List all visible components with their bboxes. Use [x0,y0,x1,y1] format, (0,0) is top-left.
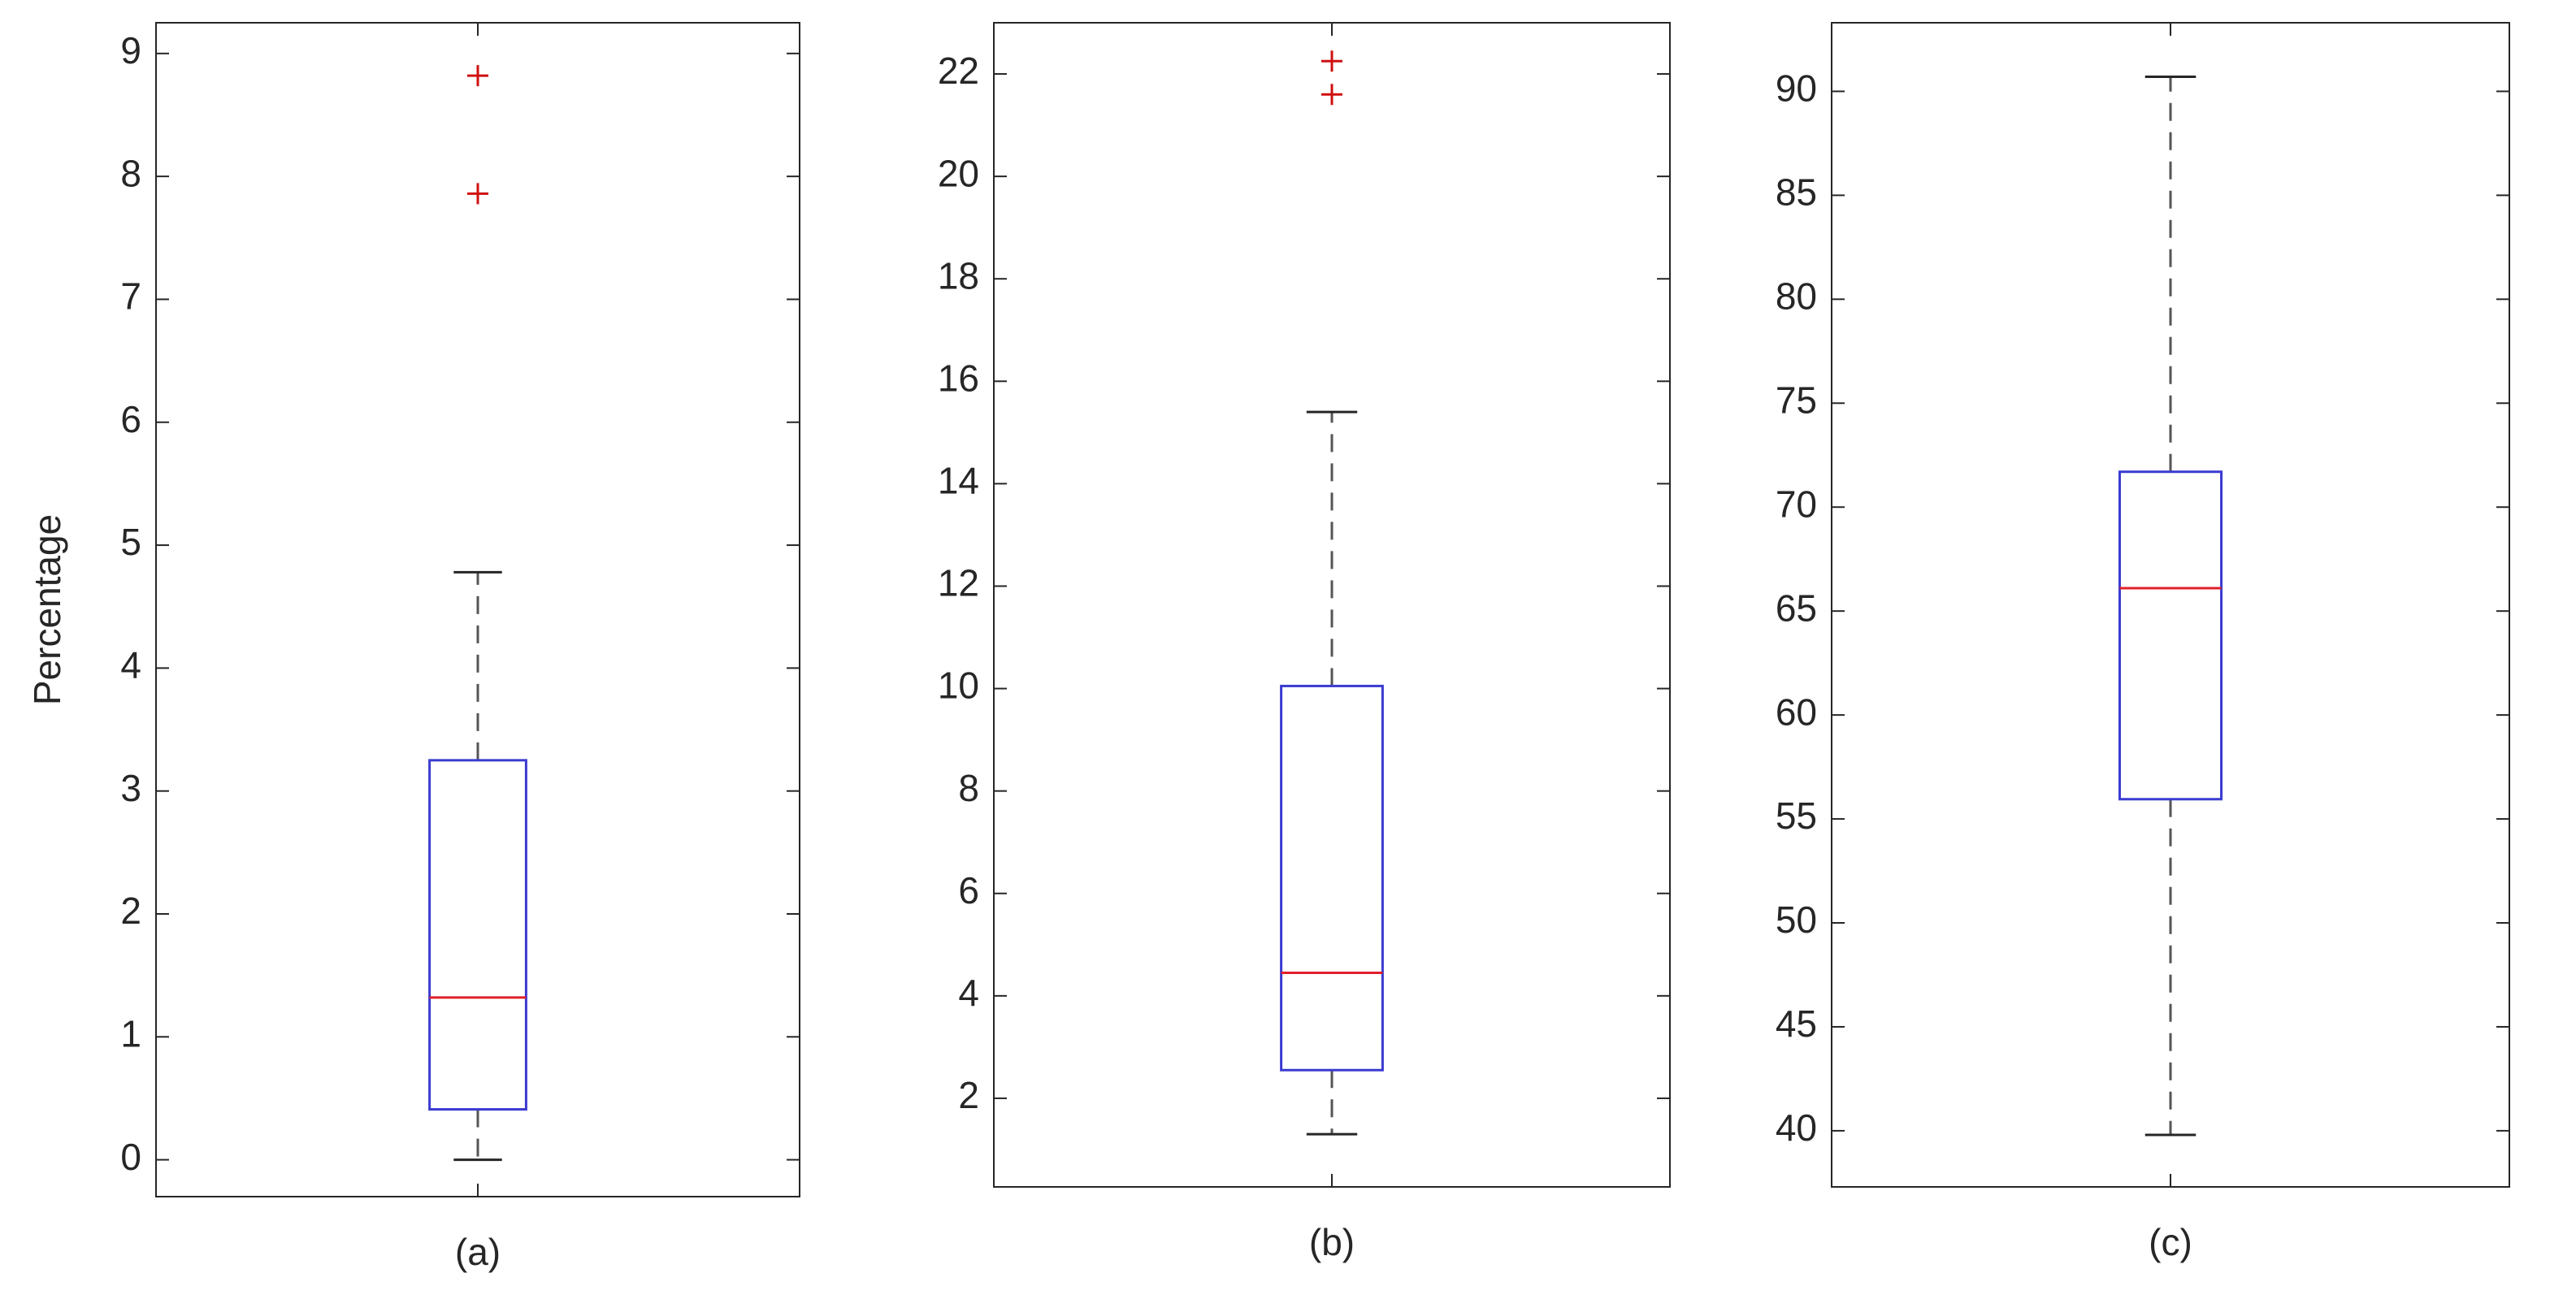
x-tick-label: (c) [2149,1221,2192,1263]
y-tick-label: 4 [958,972,979,1014]
y-tick-label: 4 [120,644,141,686]
y-tick-label: 1 [120,1012,141,1054]
y-tick-label: 18 [938,254,979,297]
outlier [1321,84,1342,106]
y-tick-label: 6 [120,398,141,440]
y-tick-label: 7 [120,275,141,318]
y-tick-label: 85 [1776,171,1817,214]
y-tick-label: 12 [938,562,979,604]
box [2118,470,2223,801]
y-tick-label: 60 [1776,691,1817,733]
box [1280,684,1384,1072]
y-tick-label: 2 [958,1074,979,1116]
y-tick-label: 14 [938,460,979,502]
outlier [1321,50,1342,72]
y-tick-label: 0 [120,1136,141,1178]
y-tick-label: 2 [120,890,141,932]
y-tick-label: 5 [120,521,141,563]
y-tick-label: 9 [120,29,141,71]
y-tick-label: 3 [120,767,141,809]
y-tick-label: 50 [1776,898,1817,941]
x-tick-label: (a) [455,1231,501,1273]
y-tick-label: 6 [958,869,979,911]
y-tick-label: 65 [1776,587,1817,629]
y-tick-label: 20 [938,152,979,194]
y-tick-label: 90 [1776,67,1817,110]
box [428,759,527,1111]
y-tick-label: 40 [1776,1106,1817,1149]
y-axis-label: Percentage [26,514,68,705]
y-tick-label: 45 [1776,1002,1817,1045]
y-tick-label: 16 [938,357,979,399]
outlier [467,183,488,205]
y-tick-label: 80 [1776,275,1817,317]
y-tick-label: 70 [1776,483,1817,525]
y-tick-label: 75 [1776,379,1817,421]
y-tick-label: 55 [1776,795,1817,837]
outlier [467,65,488,87]
y-tick-label: 8 [120,152,141,194]
x-tick-label: (b) [1309,1221,1355,1263]
y-tick-label: 8 [958,767,979,809]
y-tick-label: 22 [938,50,979,92]
y-tick-label: 10 [938,665,979,707]
